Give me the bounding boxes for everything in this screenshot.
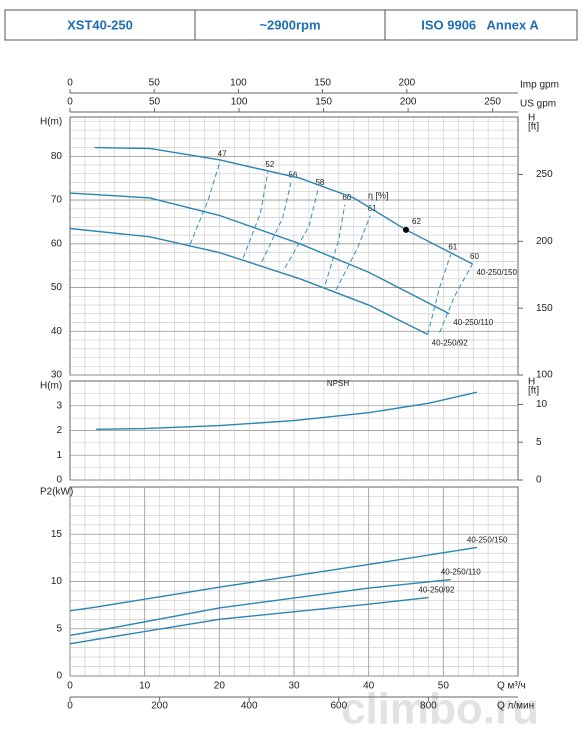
y-tick-label: 1	[56, 450, 62, 461]
y-tick-label: 0	[56, 475, 62, 486]
x-axis-label: Q м³/ч	[497, 681, 526, 692]
series-label: 40-250/92	[432, 338, 469, 347]
top-tick-label: 50	[149, 97, 161, 108]
y-tick-label: 50	[51, 282, 63, 293]
best-efficiency-point	[403, 226, 409, 233]
x-tick-label: 30	[288, 681, 300, 692]
y-axis-label: H(m)	[40, 117, 62, 128]
bottom-tick-label: 0	[67, 701, 73, 712]
y2-axis-label: H	[528, 377, 535, 388]
efficiency-title: η [%]	[368, 190, 389, 200]
y-tick-label: 10	[51, 576, 63, 587]
top-axis-label: US gpm	[520, 99, 556, 110]
top-tick-label: 0	[67, 78, 73, 89]
bottom-tick-label: 800	[420, 701, 437, 712]
series-line	[96, 391, 478, 430]
series-label: 40-250/150	[467, 536, 508, 545]
y-tick-label: 5	[56, 623, 62, 634]
watermark: climbo.ru	[341, 685, 539, 734]
x-tick-label: 20	[214, 681, 226, 692]
y-tick-label: 0	[56, 671, 62, 682]
x-tick-label: 0	[67, 681, 73, 692]
series-label: 40-250/150	[476, 268, 517, 277]
y2-tick-label: 10	[536, 399, 548, 410]
bottom-axis-label: Q л/мин	[497, 701, 534, 712]
efficiency-label: 61	[448, 242, 457, 251]
efficiency-line	[324, 204, 346, 285]
top-tick-label: 150	[314, 78, 331, 89]
y2-tick-label: 250	[536, 169, 553, 180]
x-tick-label: 10	[139, 681, 151, 692]
speed: ~2900rpm	[259, 17, 320, 32]
best-efficiency-label: 62	[412, 217, 421, 226]
y-tick-label: 60	[51, 238, 63, 249]
y-tick-label: 80	[51, 151, 63, 162]
bottom-tick-label: 600	[330, 701, 347, 712]
efficiency-line	[261, 182, 292, 262]
efficiency-label: 60	[470, 252, 479, 261]
series-label: 40-250/92	[418, 586, 455, 595]
y-tick-label: 3	[56, 400, 62, 411]
bottom-tick-label: 200	[151, 701, 168, 712]
series-line	[69, 227, 428, 335]
y2-axis-label: H	[528, 113, 535, 124]
top-tick-label: 100	[231, 97, 248, 108]
y-tick-label: 30	[51, 370, 63, 381]
y-axis-label: P2(kW)	[40, 487, 73, 498]
y2-tick-label: 5	[536, 437, 542, 448]
top-tick-label: 100	[230, 78, 247, 89]
y-tick-label: 2	[56, 425, 62, 436]
y-tick-label: 15	[51, 529, 63, 540]
top-tick-label: 0	[67, 97, 73, 108]
efficiency-label: 61	[368, 204, 377, 213]
y-axis-label: H(m)	[40, 381, 62, 392]
standard: ISO 9906 Annex A	[421, 17, 539, 32]
efficiency-line	[242, 172, 269, 258]
top-tick-label: 50	[149, 78, 161, 89]
y2-axis-label: [ft]	[528, 386, 539, 397]
y2-tick-label: 0	[536, 475, 542, 486]
series-line	[69, 596, 429, 645]
efficiency-label: 47	[218, 149, 227, 158]
x-tick-label: 40	[363, 681, 375, 692]
top-tick-label: 200	[398, 78, 415, 89]
series-line	[69, 578, 451, 637]
y-tick-label: 40	[51, 326, 63, 337]
series-line	[69, 546, 478, 612]
top-tick-label: 250	[484, 97, 501, 108]
series-label: NPSH	[327, 379, 349, 388]
bottom-tick-label: 400	[241, 701, 258, 712]
y2-tick-label: 150	[536, 303, 553, 314]
y2-axis-label: [ft]	[528, 122, 539, 133]
efficiency-label: 60	[342, 193, 351, 202]
top-tick-label: 200	[400, 97, 417, 108]
series-label: 40-250/110	[453, 318, 493, 327]
model: XST40-250	[67, 17, 133, 32]
y-tick-label: 70	[51, 195, 63, 206]
efficiency-label: 52	[265, 160, 274, 169]
y2-tick-label: 200	[536, 236, 553, 247]
efficiency-line	[189, 161, 221, 245]
efficiency-label: 58	[315, 178, 324, 187]
y2-tick-label: 100	[536, 370, 553, 381]
series-label: 40-250/110	[441, 568, 481, 577]
x-tick-label: 50	[438, 681, 450, 692]
efficiency-line	[284, 189, 319, 269]
series-line	[69, 192, 450, 315]
top-tick-label: 150	[315, 97, 332, 108]
efficiency-line	[427, 254, 452, 335]
efficiency-label: 56	[289, 170, 298, 179]
header-box	[4, 9, 578, 41]
top-axis-label: Imp gpm	[520, 80, 559, 91]
